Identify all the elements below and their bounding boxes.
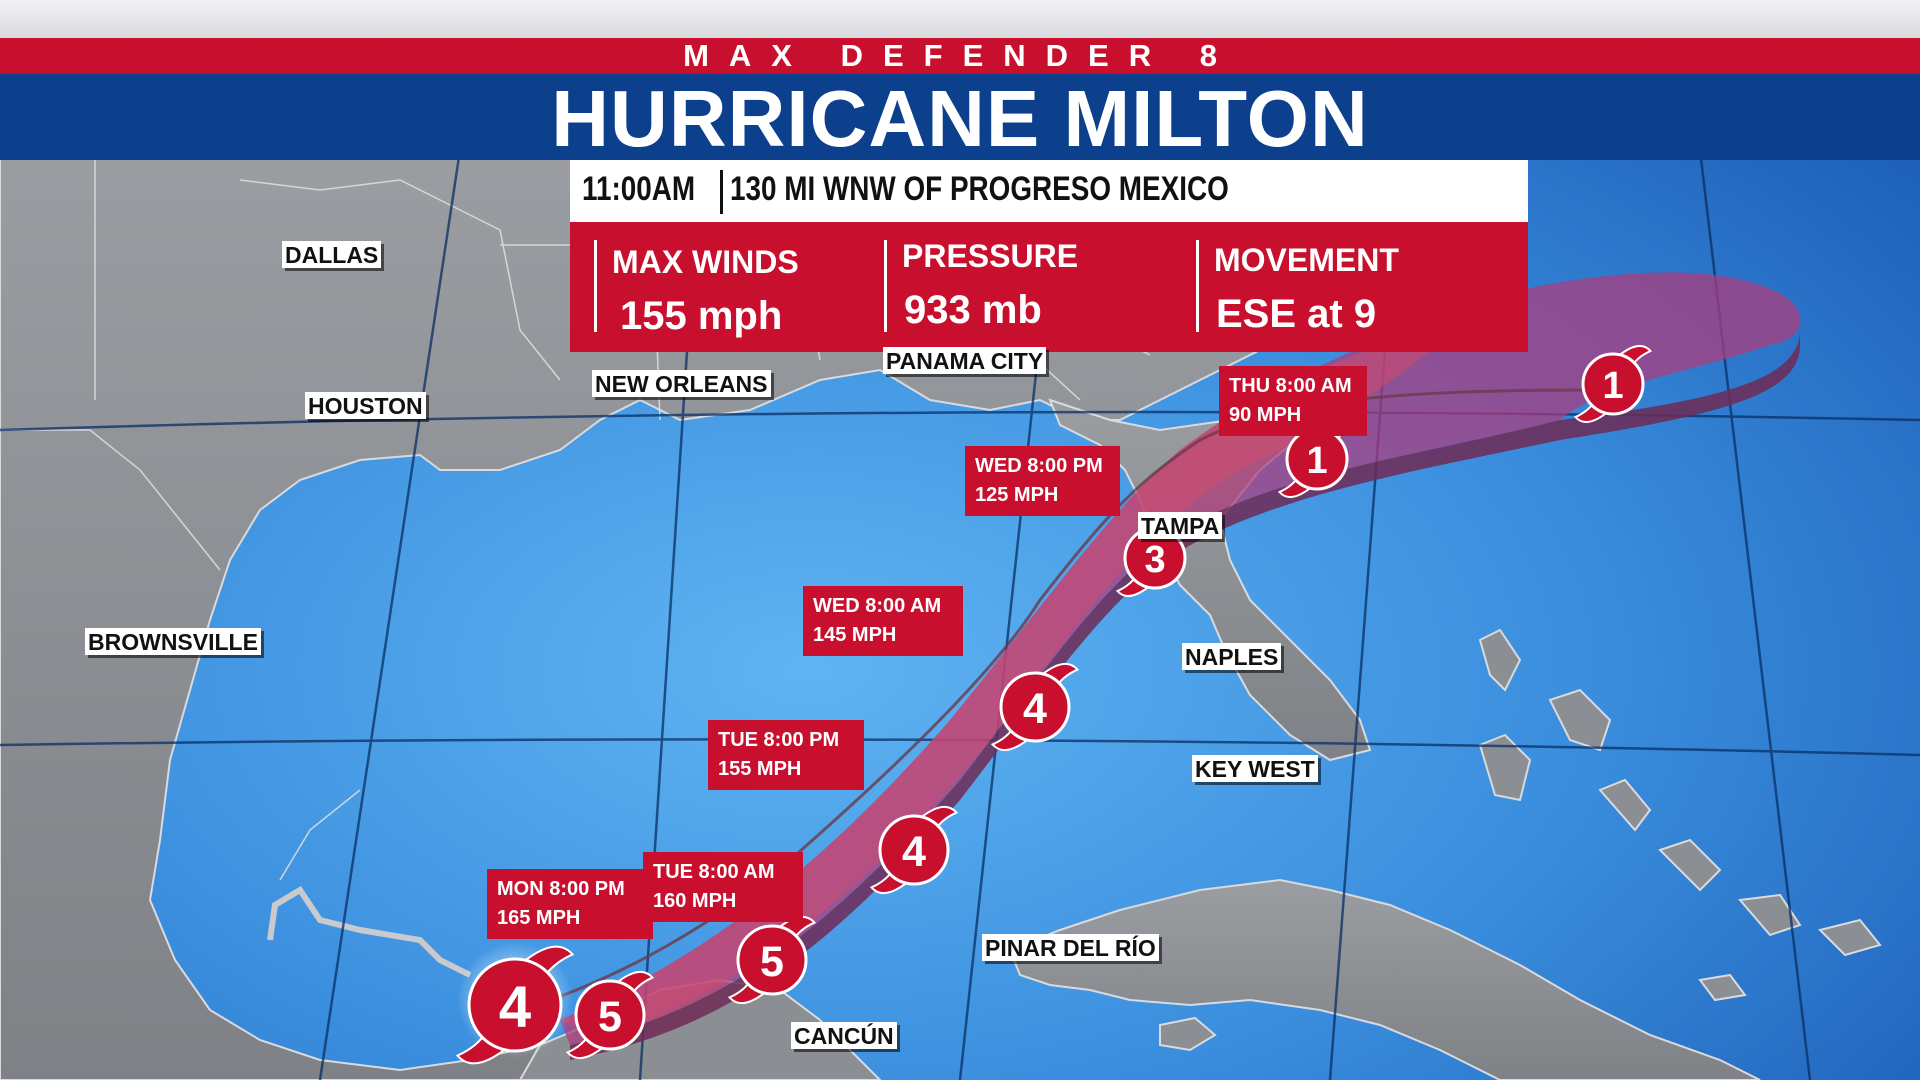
stat-divider [594, 240, 597, 332]
river [267, 885, 472, 978]
hurricane-icon: 4 [869, 805, 959, 895]
city-label-dallas: DALLAS [282, 241, 382, 268]
stat-value: 933 mb [904, 288, 1042, 332]
page-title: HURRICANE MILTON [0, 74, 1920, 163]
forecast-time: TUE 8:00 PM [718, 729, 840, 751]
stat-label: MAX WINDS [612, 244, 799, 280]
stat-label: MOVEMENT [1214, 242, 1399, 278]
city-label-tampa: TAMPA [1138, 512, 1223, 539]
top-strip [0, 0, 1920, 38]
forecast-label: THU 8:00 AM 90 MPH [1219, 366, 1367, 436]
forecast-time: TUE 8:00 AM [653, 861, 775, 883]
hurricane-icon: 4 [990, 662, 1080, 752]
hurricane-icon: 5 [727, 915, 817, 1005]
cuba-landmass [1008, 878, 1761, 1080]
forecast-label: WED 8:00 PM 125 MPH [965, 446, 1120, 516]
forecast-wind: 90 MPH [1229, 404, 1302, 426]
hurricane-icon: 5 [565, 970, 655, 1060]
hurricane-icon: 1 [1573, 345, 1653, 423]
forecast-label: WED 8:00 AM 145 MPH [803, 586, 963, 656]
hurricane-category: 1 [1306, 440, 1327, 482]
forecast-wind: 145 MPH [813, 624, 897, 646]
stat-value: 155 mph [620, 294, 783, 338]
city-label-new-orleans: NEW ORLEANS [592, 370, 771, 397]
city-label-panama-city: PANAMA CITY [883, 347, 1047, 374]
forecast-time: MON 8:00 PM [497, 878, 625, 900]
bahamas-islands [1478, 628, 1882, 1002]
hurricane-category: 1 [1602, 365, 1623, 407]
city-label-brownsville: BROWNSVILLE [85, 628, 261, 655]
stat-value: ESE at 9 [1216, 292, 1377, 336]
hurricane-category: 5 [598, 993, 622, 1041]
hurricane-category: 4 [902, 828, 926, 876]
advisory-time: 11:00AM [582, 170, 696, 208]
hurricane-icon: 4 [455, 945, 575, 1065]
forecast-label: TUE 8:00 PM 155 MPH [708, 720, 864, 790]
forecast-label: MON 8:00 PM 165 MPH [487, 869, 653, 939]
hurricane-category: 4 [499, 975, 531, 1040]
forecast-time: WED 8:00 AM [813, 595, 942, 617]
forecast-time: WED 8:00 PM [975, 455, 1103, 477]
city-label-cancun: CANCÚN [791, 1022, 897, 1049]
stat-divider [1196, 240, 1199, 332]
city-label-naples: NAPLES [1182, 643, 1282, 670]
advisory-header: 11:00AM 130 MI WNW OF PROGRESO MEXICO [570, 160, 1528, 222]
advisory-location: 130 MI WNW OF PROGRESO MEXICO [730, 170, 1229, 208]
forecast-wind: 160 MPH [653, 890, 737, 912]
forecast-wind: 155 MPH [718, 758, 802, 780]
city-label-pinar-del-rio: PINAR DEL RÍO [982, 934, 1159, 961]
hurricane-category: 5 [760, 938, 784, 986]
forecast-time: THU 8:00 AM [1229, 375, 1352, 397]
forecast-wind: 125 MPH [975, 484, 1059, 506]
brand-bar: MAX DEFENDER 8 [0, 38, 1920, 74]
city-label-houston: HOUSTON [305, 392, 426, 419]
stat-divider [884, 240, 887, 332]
advisory-stats: MAX WINDS 155 mph PRESSURE 933 mb MOVEME… [570, 222, 1528, 352]
stat-label: PRESSURE [902, 238, 1079, 274]
hurricane-category: 3 [1144, 539, 1165, 581]
advisory-divider [720, 170, 723, 214]
hurricane-category: 4 [1023, 685, 1047, 733]
isla-juventud [1159, 1016, 1217, 1052]
forecast-label: TUE 8:00 AM 160 MPH [643, 852, 803, 922]
forecast-wind: 165 MPH [497, 907, 581, 929]
city-label-key-west: KEY WEST [1192, 755, 1318, 782]
